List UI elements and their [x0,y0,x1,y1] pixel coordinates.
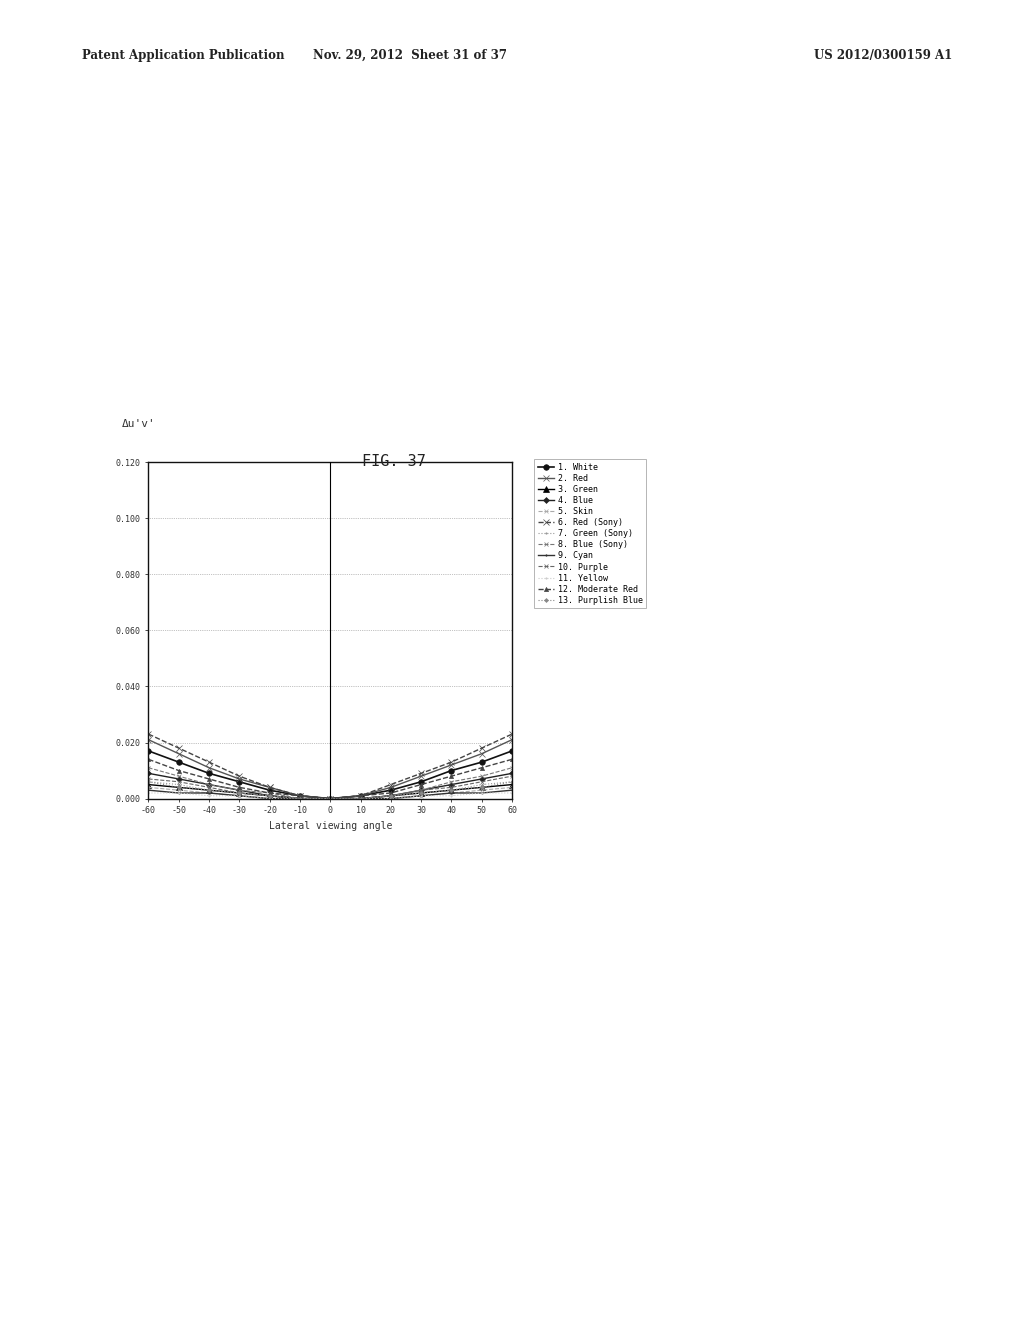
Text: Nov. 29, 2012  Sheet 31 of 37: Nov. 29, 2012 Sheet 31 of 37 [312,49,507,62]
Text: FIG. 37: FIG. 37 [362,454,426,469]
Text: US 2012/0300159 A1: US 2012/0300159 A1 [814,49,952,62]
Text: Δu'v': Δu'v' [122,418,155,429]
Legend: 1. White, 2. Red, 3. Green, 4. Blue, 5. Skin, 6. Red (Sony), 7. Green (Sony), 8.: 1. White, 2. Red, 3. Green, 4. Blue, 5. … [535,459,646,609]
X-axis label: Lateral viewing angle: Lateral viewing angle [268,821,392,830]
Text: Patent Application Publication: Patent Application Publication [82,49,285,62]
